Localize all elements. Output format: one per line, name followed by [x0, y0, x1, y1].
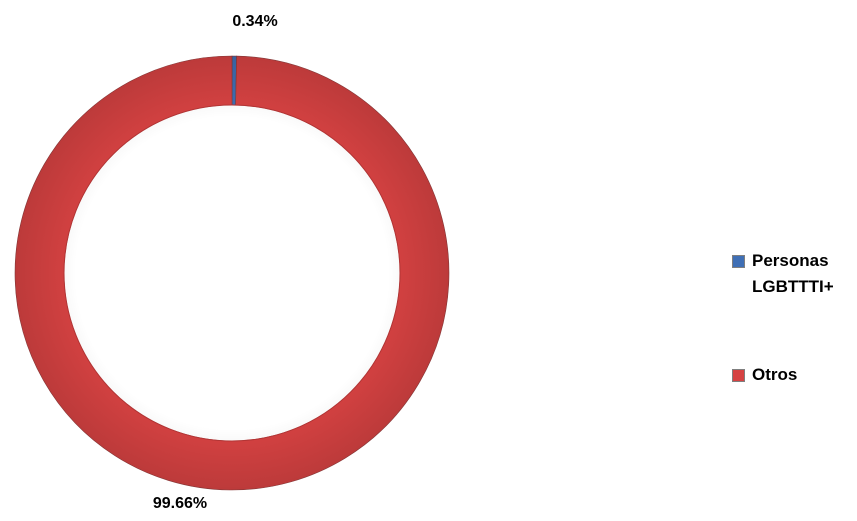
legend: Personas LGBTTTI+ Otros: [732, 248, 852, 388]
legend-item-otros[interactable]: Otros: [732, 362, 852, 388]
data-label-otros: 99.66%: [153, 495, 207, 512]
legend-label-personas-lgbttti: Personas LGBTTTI+: [752, 251, 834, 296]
legend-label-otros: Otros: [752, 365, 798, 384]
doughnut-slices: [14, 55, 450, 491]
ring-inner-edge: [63, 104, 401, 442]
slice-otros[interactable]: [14, 55, 450, 491]
data-label-personas-lgbttti: 0.34%: [232, 13, 277, 30]
legend-item-personas-lgbttti[interactable]: Personas LGBTTTI+: [732, 248, 852, 300]
data-labels: 0.34% 99.66%: [153, 13, 278, 512]
legend-swatch-personas-lgbttti: [732, 255, 745, 268]
legend-swatch-otros: [732, 369, 745, 382]
